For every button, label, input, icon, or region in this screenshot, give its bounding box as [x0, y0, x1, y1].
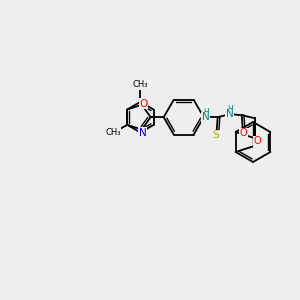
- Text: CH₃: CH₃: [133, 80, 148, 89]
- Text: O: O: [254, 136, 262, 146]
- Text: H: H: [203, 108, 208, 117]
- Text: S: S: [212, 130, 219, 140]
- Text: N: N: [139, 128, 147, 137]
- Text: CH₃: CH₃: [105, 128, 121, 137]
- Text: O: O: [140, 99, 148, 109]
- Text: N: N: [226, 109, 234, 119]
- Text: H: H: [227, 105, 233, 114]
- Text: N: N: [202, 112, 210, 122]
- Text: O: O: [240, 128, 247, 138]
